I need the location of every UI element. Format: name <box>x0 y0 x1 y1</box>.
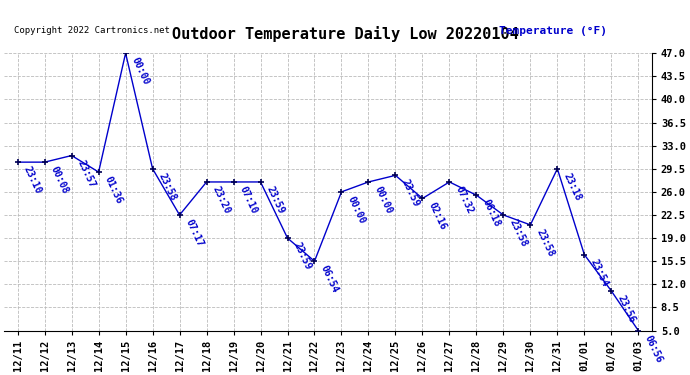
Text: 23:59: 23:59 <box>400 178 421 209</box>
Text: 23:57: 23:57 <box>76 158 97 189</box>
Text: 23:54: 23:54 <box>589 257 610 288</box>
Text: 00:08: 00:08 <box>49 165 70 196</box>
Text: Outdoor Temperature Daily Low 20220104: Outdoor Temperature Daily Low 20220104 <box>172 26 518 42</box>
Text: 06:54: 06:54 <box>319 264 340 295</box>
Text: 00:00: 00:00 <box>130 56 151 87</box>
Text: 06:18: 06:18 <box>480 198 502 229</box>
Text: Copyright 2022 Cartronics.net: Copyright 2022 Cartronics.net <box>14 26 170 35</box>
Text: 01:36: 01:36 <box>103 175 124 206</box>
Text: 23:56: 23:56 <box>615 294 637 324</box>
Text: 23:10: 23:10 <box>21 165 43 196</box>
Text: 00:00: 00:00 <box>346 195 367 225</box>
Text: 23:18: 23:18 <box>562 171 583 202</box>
Text: 23:58: 23:58 <box>535 228 556 258</box>
Text: 23:20: 23:20 <box>210 184 232 216</box>
Text: 00:00: 00:00 <box>373 184 394 216</box>
Text: 23:58: 23:58 <box>157 171 178 202</box>
Text: 06:56: 06:56 <box>642 333 664 364</box>
Text: 07:10: 07:10 <box>237 184 259 216</box>
Text: 07:32: 07:32 <box>453 184 475 216</box>
Text: 23:59: 23:59 <box>264 184 286 216</box>
Text: 23:59: 23:59 <box>292 241 313 272</box>
Text: 23:58: 23:58 <box>507 217 529 249</box>
Text: 07:17: 07:17 <box>184 217 205 249</box>
Text: 02:16: 02:16 <box>426 201 448 232</box>
Text: Temperature (°F): Temperature (°F) <box>499 26 607 36</box>
